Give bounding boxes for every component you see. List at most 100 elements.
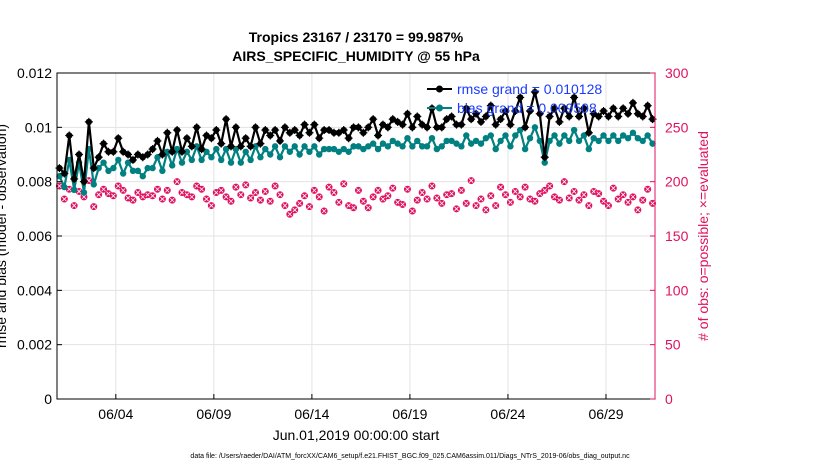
rmse-marker-star <box>124 150 133 159</box>
obs-count-x <box>361 198 366 204</box>
obs-count-x <box>454 206 459 212</box>
obs-count-x <box>586 203 592 208</box>
rmse-marker-star <box>378 120 387 129</box>
obs-count-x <box>410 208 415 214</box>
obs-count-x <box>429 183 435 189</box>
rmse-marker-star <box>344 134 353 143</box>
obs-count-x <box>346 203 351 208</box>
rmse-marker-star <box>589 109 598 118</box>
bias-marker <box>232 145 240 153</box>
obs-count-x <box>414 197 420 203</box>
obs-count-x <box>111 193 116 199</box>
grid-lines <box>57 73 655 399</box>
obs-count-x <box>160 196 165 202</box>
obs-count-x <box>292 207 298 213</box>
bias-marker <box>193 143 200 150</box>
obs-count-x <box>606 203 611 208</box>
bias-marker <box>110 164 117 172</box>
obs-count-x <box>302 193 307 199</box>
obs-count-x <box>174 179 180 184</box>
obs-count-x <box>640 197 646 203</box>
bias-marker <box>389 137 396 145</box>
bias-marker <box>624 135 632 142</box>
bias-marker <box>418 143 426 150</box>
y-tick-label-right: 50 <box>665 337 681 353</box>
rmse-marker-star <box>423 123 432 132</box>
obs-count-x <box>199 186 204 192</box>
bias-marker <box>345 148 352 155</box>
rmse-marker-star <box>491 120 500 129</box>
y-tick-label-right: 0 <box>665 391 673 407</box>
rmse-marker-star <box>393 117 402 126</box>
rmse-marker-star <box>374 131 383 140</box>
obs-count-x <box>130 197 136 203</box>
rmse-marker-star <box>550 104 559 113</box>
bias-marker <box>458 143 465 150</box>
obs-count-x <box>312 188 317 193</box>
rmse-marker-star <box>398 120 407 129</box>
bias-marker <box>90 181 97 188</box>
rmse-marker-star <box>354 123 363 132</box>
bias-marker <box>257 154 264 161</box>
bias-marker <box>541 159 548 166</box>
bias-marker <box>507 143 514 150</box>
rmse-marker-star <box>315 134 324 143</box>
rmse-marker-star <box>276 136 285 145</box>
bias-marker <box>369 140 377 147</box>
obs-count-x <box>62 196 67 202</box>
obs-count-x <box>405 186 410 192</box>
obs-count-x <box>71 203 77 208</box>
obs-count-x <box>424 196 430 202</box>
bias-marker <box>487 132 494 139</box>
bias-marker <box>551 132 558 139</box>
obs-count-x <box>101 186 106 192</box>
obs-count-x <box>464 201 469 206</box>
rmse-marker-star <box>325 126 334 135</box>
obs-count-x <box>537 191 543 196</box>
bias-marker <box>428 135 436 142</box>
rmse-marker-star <box>442 115 451 124</box>
chart-title: Tropics 23167 / 23170 = 99.987% <box>249 29 464 45</box>
bias-marker <box>335 148 343 155</box>
bias-marker <box>423 143 431 150</box>
obs-count-x <box>439 201 445 206</box>
obs-count-x <box>218 188 224 193</box>
y-tick-label-right: 300 <box>665 65 689 81</box>
obs-count-x <box>630 194 636 200</box>
y-tick-label-left: 0.012 <box>17 65 52 81</box>
rmse-marker-star <box>369 115 378 124</box>
obs-count-x <box>557 197 562 203</box>
bias-marker <box>585 145 593 153</box>
obs-count-x <box>204 196 209 202</box>
rmse-marker-star <box>261 126 270 135</box>
bias-marker <box>320 145 328 153</box>
rmse-marker-star <box>604 112 613 121</box>
bias-marker <box>100 159 107 166</box>
rmse-marker-star <box>418 120 427 129</box>
bias-marker <box>526 135 534 142</box>
rmse-marker-star <box>109 147 118 156</box>
obs-count-x <box>233 184 239 190</box>
obs-count-x <box>562 179 567 184</box>
obs-count-x <box>542 188 547 193</box>
rmse-marker-star <box>60 169 69 178</box>
rmse-marker-star <box>119 147 128 156</box>
bias-marker <box>570 126 578 134</box>
rmse-marker-star <box>472 109 481 118</box>
rmse-marker-star <box>207 134 216 143</box>
rmse-marker-star <box>300 120 309 129</box>
bias-marker <box>139 173 146 180</box>
obs-count-x <box>532 198 538 204</box>
rmse-marker-star <box>565 112 574 121</box>
obs-count-x <box>522 184 528 190</box>
obs-count-x <box>297 201 302 206</box>
rmse-marker-star <box>251 123 260 132</box>
obs-count-x <box>650 201 655 206</box>
bias-marker <box>227 159 235 166</box>
bias-marker <box>222 145 230 153</box>
bias-marker <box>149 164 156 172</box>
rmse-marker-star <box>599 107 608 116</box>
obs-count-x <box>645 186 650 192</box>
obs-count-x <box>189 194 195 200</box>
rmse-marker-star <box>584 128 593 137</box>
